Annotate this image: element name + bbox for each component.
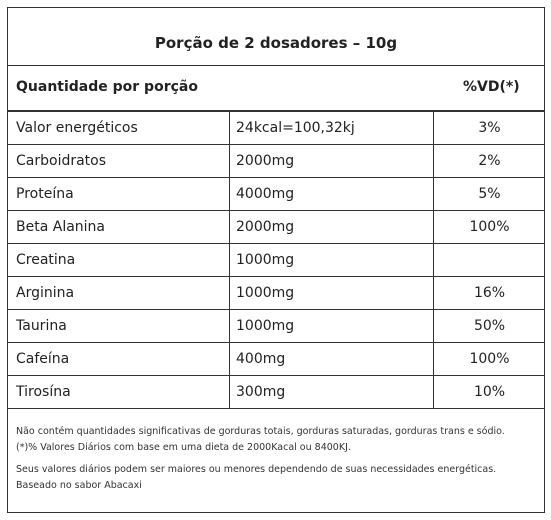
amount: 300mg: [229, 376, 440, 408]
daily-value: 100%: [433, 211, 545, 243]
nutrient: Cafeína: [16, 351, 70, 367]
nutrient: Valor energéticos: [16, 120, 138, 136]
daily-value: 16%: [433, 277, 545, 309]
nutrient: Taurina: [16, 318, 67, 334]
table-row: Beta Alanina 2000mg 100%: [8, 211, 544, 244]
amount: 2000mg: [229, 211, 440, 243]
table-title: Porção de 2 dosadores – 10g: [8, 8, 544, 66]
nutrient: Creatina: [16, 252, 76, 268]
daily-value: [433, 244, 545, 276]
note: (*)% Valores Diários com base em uma die…: [16, 442, 351, 453]
nutrient: Carboidratos: [16, 153, 107, 169]
daily-value: 100%: [433, 343, 545, 375]
amount: 400mg: [229, 343, 440, 375]
nutrition-table: Porção de 2 dosadores – 10g Quantidade p…: [7, 7, 545, 513]
nutrient: Proteína: [16, 186, 74, 202]
note: Baseado no sabor Abacaxi: [16, 480, 142, 491]
note: Não contém quantidades significativas de…: [16, 426, 505, 437]
nutrient: Beta Alanina: [16, 219, 105, 235]
table-row: Taurina 1000mg 50%: [8, 310, 544, 343]
header-vd: %VD(*): [463, 79, 520, 95]
amount: 1000mg: [229, 277, 440, 309]
rows: Valor energéticos 24kcal=100,32kj 3% Carboi…: [8, 112, 544, 409]
table-row: Cafeína 400mg 100%: [8, 343, 544, 376]
table-row: Carboidratos 2000mg 2%: [8, 145, 544, 178]
amount: 1000mg: [229, 310, 440, 342]
daily-value: 10%: [433, 376, 545, 408]
daily-value: 3%: [433, 112, 545, 144]
daily-value: 50%: [433, 310, 545, 342]
note: Seus valores diários podem ser maiores o…: [16, 464, 497, 475]
header-row: Quantidade por porção %VD(*): [8, 66, 544, 112]
table-row: Tirosína 300mg 10%: [8, 376, 544, 409]
header-label: Quantidade por porção: [16, 79, 198, 95]
table-row: Arginina 1000mg 16%: [8, 277, 544, 310]
nutrient: Tirosína: [16, 384, 71, 400]
notes: Não contém quantidades significativas de…: [16, 424, 505, 494]
daily-value: 5%: [433, 178, 545, 210]
amount: 1000mg: [229, 244, 440, 276]
table-row: Valor energéticos 24kcal=100,32kj 3%: [8, 112, 544, 145]
amount: 2000mg: [229, 145, 440, 177]
amount: 24kcal=100,32kj: [229, 112, 440, 144]
nutrient: Arginina: [16, 285, 75, 301]
table-row: Proteína 4000mg 5%: [8, 178, 544, 211]
table-row: Creatina 1000mg: [8, 244, 544, 277]
amount: 4000mg: [229, 178, 440, 210]
daily-value: 2%: [433, 145, 545, 177]
